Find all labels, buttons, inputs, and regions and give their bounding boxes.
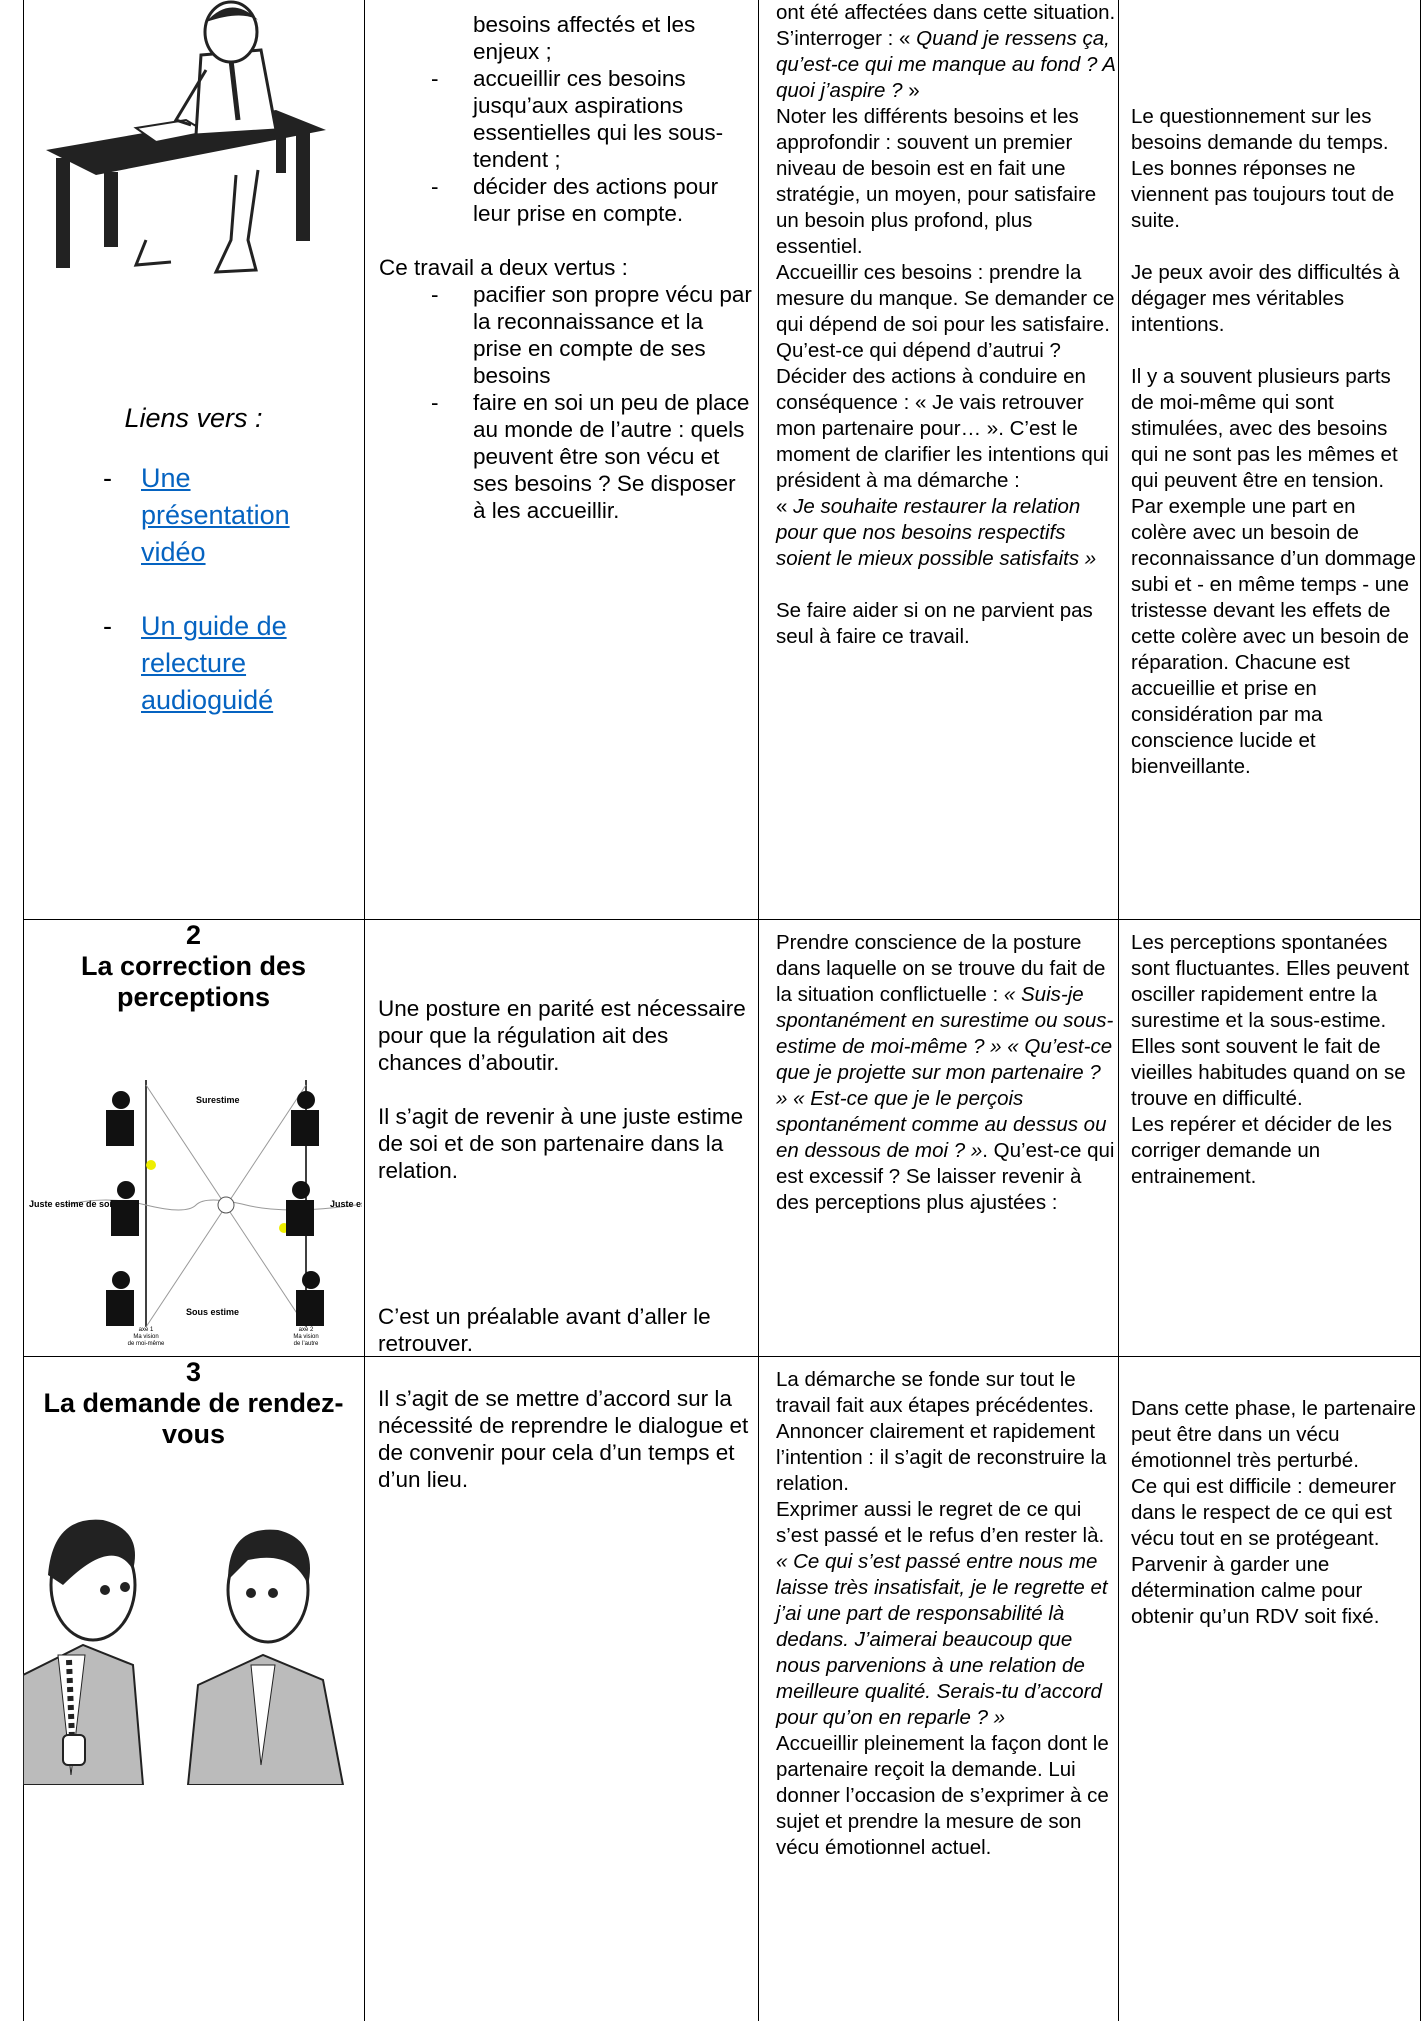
step-title: La demande de rendez-vous (43, 1388, 344, 1449)
list-item: faire en soi un peu de place au monde de… (431, 389, 754, 524)
paragraph: Les repérer et décider de les corriger d… (1131, 1113, 1392, 1188)
list-item: décider des actions pour leur prise en c… (431, 173, 754, 227)
paragraph: S’interroger : « Quand je ressens ça, qu… (776, 26, 1116, 104)
step-number: 3 (185, 1357, 202, 1387)
table-border (364, 0, 365, 2021)
paragraph: Noter les différents besoins et les appr… (776, 105, 1097, 258)
paragraph: Exprimer aussi le regret de ce qui s’est… (776, 1498, 1105, 1547)
paragraph: Accueillir ces besoins : prendre la mesu… (776, 261, 1115, 362)
axis-caption: de moi-même (128, 1341, 165, 1347)
quote: Je souhaite restaurer la relation pour q… (776, 495, 1097, 570)
axis-caption: axe 2 (299, 1327, 314, 1333)
paragraph: Annoncer clairement et rapidement l’inte… (776, 1420, 1107, 1495)
paragraph: Les perceptions spontanées sont fluctuan… (1131, 931, 1410, 1110)
link-item: Un guide de relecture audioguidé (103, 608, 343, 719)
link[interactable]: Une présentation vidéo (141, 463, 290, 567)
table-border (23, 1356, 1420, 1357)
link-item: Une présentation vidéo (103, 460, 343, 571)
paragraph: « Je souhaite restaurer la relation pour… (776, 494, 1116, 572)
link[interactable]: Un guide de relecture audioguidé (141, 611, 287, 715)
text: Prendre conscience de la posture dans la… (776, 931, 1106, 1006)
text: » (902, 79, 920, 102)
paragraph: Ce travail a deux vertus : (379, 255, 628, 280)
paragraph: Je peux avoir des difficultés à dégager … (1131, 261, 1400, 336)
axis-caption: axe 1 (139, 1327, 154, 1333)
table-border (1118, 0, 1119, 2021)
perception-diagram: Surestime Juste estime de soi Juste esti… (29, 1080, 362, 1347)
paragraph: C’est un préalable avant d’aller le retr… (378, 1304, 711, 1356)
paragraph: « Ce qui s’est passé entre nous me laiss… (776, 1549, 1116, 1731)
paragraph: Dans cette phase, le partenaire peut êtr… (1131, 1397, 1416, 1472)
paragraph: Une posture en parité est nécessaire pou… (378, 996, 746, 1075)
illustration-writer (46, 0, 326, 274)
paragraph: Il s’agit de revenir à une juste estime … (378, 1104, 744, 1183)
paragraph: Par exemple une part en colère avec un b… (1131, 495, 1416, 778)
quote: « Suis-je spontanément en surestime ou s… (776, 983, 1114, 1162)
table-border (23, 919, 1420, 920)
paragraph: Décider des actions à conduire en conséq… (776, 365, 1109, 492)
paragraph: ont été affectées dans cette situation. (776, 1, 1116, 24)
step-title: La correction des perceptions (80, 951, 307, 1012)
paragraph: Ce qui est difficile : demeurer dans le … (1131, 1475, 1397, 1628)
axis-caption: de l’autre (294, 1341, 319, 1347)
diagram-label: Juste estime de soi (330, 1199, 362, 1209)
links-label: Liens vers : (124, 403, 263, 433)
text: « (776, 495, 794, 518)
list-item: accueillir ces besoins jusqu’aux aspirat… (431, 65, 754, 173)
illustration-two-men (23, 1519, 345, 1785)
diagram-label: Juste estime de soi (29, 1199, 112, 1209)
paragraph: Se faire aider si on ne parvient pas seu… (776, 599, 1093, 648)
table-border (23, 0, 24, 2021)
paragraph: Il s’agit de se mettre d’accord sur la n… (378, 1386, 749, 1492)
paragraph: Le questionnement sur les besoins demand… (1131, 105, 1395, 232)
text: . Qu’est-ce qui est excessif ? Se laisse… (776, 1139, 1115, 1214)
axis-caption: Ma vision (133, 1334, 158, 1340)
table-border (758, 0, 759, 2021)
quote: « Ce qui s’est passé entre nous me laiss… (776, 1550, 1108, 1729)
list-item: besoins affectés et les enjeux ; (473, 12, 696, 64)
quote: Quand je ressens ça, qu’est-ce qui me ma… (776, 27, 1116, 102)
text: S’interroger : « (776, 27, 917, 50)
paragraph: Il y a souvent plusieurs parts de moi-mê… (1131, 365, 1398, 492)
paragraph: Accueillir pleinement la façon dont le p… (776, 1732, 1109, 1859)
diagram-label: Sous estime (186, 1307, 239, 1317)
step-number: 2 (185, 920, 202, 950)
diagram-label: Surestime (196, 1095, 240, 1105)
paragraph: La démarche se fonde sur tout le travail… (776, 1368, 1094, 1417)
list-item: pacifier son propre vécu par la reconnai… (431, 281, 754, 389)
axis-caption: Ma vision (293, 1334, 318, 1340)
table-border (1420, 0, 1421, 2021)
paragraph: Prendre conscience de la posture dans la… (776, 930, 1116, 1216)
